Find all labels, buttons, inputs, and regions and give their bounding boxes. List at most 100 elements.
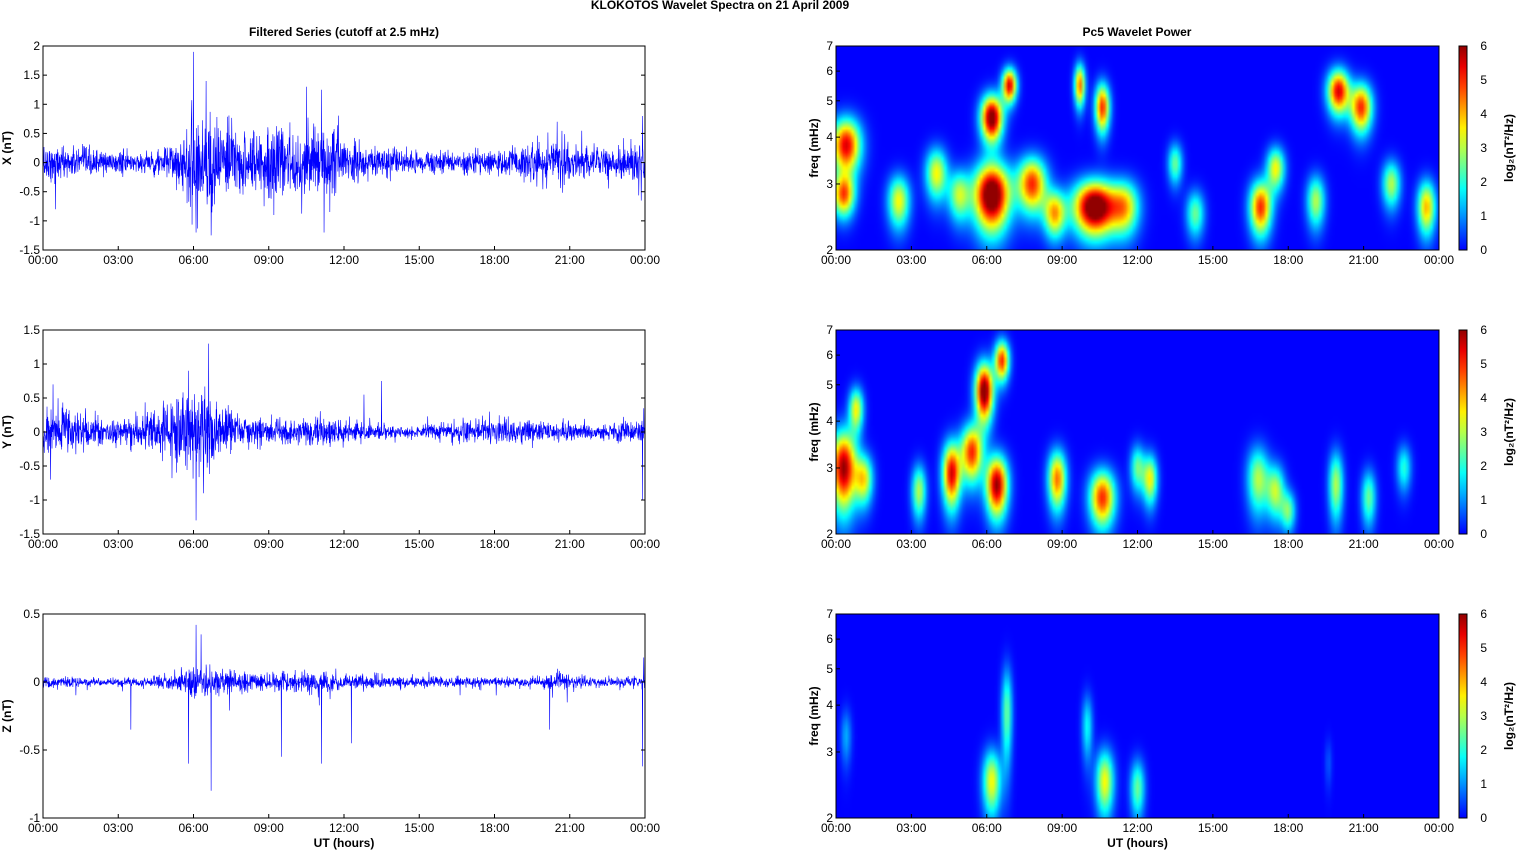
y-tick-label: -1.5 [19, 527, 40, 541]
x-tick-label: 12:00 [329, 537, 359, 551]
x-tick-label: 00:00 [28, 537, 58, 551]
y-tick-label: 5 [826, 662, 833, 676]
x-tick-label: 12:00 [1122, 821, 1152, 835]
x-tick-label: 15:00 [1198, 821, 1228, 835]
x-tick-label: 00:00 [28, 253, 58, 267]
y-axis-label: X (nT) [0, 131, 14, 165]
x-tick-label: 21:00 [555, 537, 585, 551]
colorbar-tick-label: 3 [1480, 709, 1487, 723]
colorbar-tick-label: 4 [1480, 107, 1487, 121]
y-tick-label: 0.5 [23, 126, 40, 140]
y-tick-label: 7 [826, 607, 833, 621]
colorbar-tick-label: 1 [1480, 777, 1487, 791]
line-panel-z: -1 -0.5 0 0.5 Z (nT) 00:00 03:00 06:00 09:00 12:0… [0, 607, 660, 850]
y-tick-label: 0 [33, 425, 40, 439]
colorbar-tick-label: 2 [1480, 459, 1487, 473]
y-tick-label: 3 [826, 461, 833, 475]
colorbar-tick-label: 2 [1480, 175, 1487, 189]
colorbar-tick-label: 4 [1480, 675, 1487, 689]
y-tick-label: 4 [826, 130, 833, 144]
y-tick-label: -0.5 [19, 459, 40, 473]
x-tick-label: 15:00 [404, 821, 434, 835]
colorbar: 0 1 2 3 4 5 6 log₂(nT²/Hz) [1458, 323, 1516, 541]
x-tick-label: 00:00 [821, 537, 851, 551]
x-tick-label: 00:00 [630, 253, 660, 267]
x-tick-label: 09:00 [254, 537, 284, 551]
x-tick-label: 21:00 [1349, 253, 1379, 267]
x-tick-label: 21:00 [1349, 537, 1379, 551]
y-tick-label: -1 [29, 811, 40, 825]
y-tick-label: -1 [29, 493, 40, 507]
y-tick-label: 1 [33, 357, 40, 371]
y-tick-label: 6 [826, 632, 833, 646]
colorbar-tick-label: 6 [1480, 323, 1487, 337]
x-tick-label: 00:00 [630, 537, 660, 551]
colorbar-tick-label: 0 [1480, 811, 1487, 825]
y-axis-label: freq (mHz) [807, 118, 821, 177]
x-tick-label: 00:00 [630, 821, 660, 835]
x-tick-label: 06:00 [178, 821, 208, 835]
x-tick-label: 15:00 [404, 537, 434, 551]
colorbar-label: log₂(nT²/Hz) [1502, 682, 1516, 750]
y-tick-label: -0.5 [19, 743, 40, 757]
x-axis-label: UT (hours) [314, 836, 375, 850]
x-tick-label: 21:00 [555, 821, 585, 835]
y-tick-label: 6 [826, 348, 833, 362]
x-tick-label: 09:00 [1047, 253, 1077, 267]
y-tick-label: 5 [826, 94, 833, 108]
y-tick-label: 0.5 [23, 391, 40, 405]
x-tick-label: 21:00 [555, 253, 585, 267]
x-tick-label: 06:00 [972, 537, 1002, 551]
y-tick-label: 7 [826, 323, 833, 337]
y-tick-label: 0.5 [23, 607, 40, 621]
colorbar-tick-label: 6 [1480, 607, 1487, 621]
y-tick-label: 6 [826, 64, 833, 78]
x-tick-label: 00:00 [1424, 253, 1454, 267]
y-axis-label: freq (mHz) [807, 686, 821, 745]
colorbar-tick-label: 5 [1480, 641, 1487, 655]
x-tick-label: 03:00 [896, 537, 926, 551]
x-tick-label: 12:00 [1122, 537, 1152, 551]
x-tick-label: 06:00 [972, 253, 1002, 267]
colorbar-tick-label: 3 [1480, 425, 1487, 439]
x-tick-label: 18:00 [479, 537, 509, 551]
x-tick-label: 06:00 [178, 253, 208, 267]
colorbar-scale [1458, 45, 1468, 251]
x-tick-label: 00:00 [1424, 821, 1454, 835]
heatmap-panel-x: 2 3 4 5 6 7 freq (mHz) 00:00 03:00 06:00 09:00 12:0… [807, 39, 1516, 267]
x-tick-label: 12:00 [1122, 253, 1152, 267]
y-axis-label: freq (mHz) [807, 402, 821, 461]
x-tick-label: 18:00 [1273, 253, 1303, 267]
x-tick-label: 15:00 [1198, 253, 1228, 267]
series-line [42, 51, 646, 236]
y-axis-label: Y (nT) [0, 415, 14, 449]
y-axis-label: Z (nT) [0, 699, 14, 732]
heatmap-image [836, 614, 1439, 818]
series-line [42, 624, 646, 791]
heatmap-panel-z: 2 3 4 5 6 7 freq (mHz) 00:00 03:00 06:00 09:00 12:0… [807, 607, 1516, 850]
line-panel-y: -1.5 -1 -0.5 0 0.5 1 1.5 Y (nT) 00:00 03:00 06:00 0… [0, 323, 660, 551]
colorbar-scale [1458, 329, 1468, 535]
y-tick-label: 4 [826, 698, 833, 712]
y-tick-label: 2 [826, 243, 833, 257]
x-tick-label: 00:00 [821, 821, 851, 835]
heatmap-panel-y: 2 3 4 5 6 7 freq (mHz) 00:00 03:00 06:00 09:00 12:0… [807, 323, 1516, 551]
y-tick-label: 2 [33, 39, 40, 53]
colorbar-tick-label: 6 [1480, 39, 1487, 53]
y-tick-label: -1 [29, 214, 40, 228]
colorbar: 0 1 2 3 4 5 6 log₂(nT²/Hz) [1458, 607, 1516, 825]
x-tick-label: 06:00 [972, 821, 1002, 835]
x-tick-label: 00:00 [821, 253, 851, 267]
x-tick-label: 18:00 [1273, 821, 1303, 835]
y-tick-label: -0.5 [19, 185, 40, 199]
colorbar-tick-label: 0 [1480, 527, 1487, 541]
colorbar-tick-label: 1 [1480, 209, 1487, 223]
line-panel-x: -1.5 -1 -0.5 0 0.5 1 1.5 2 X (nT) 00:00 03:00 06:00… [0, 39, 660, 267]
y-tick-label: 1 [33, 97, 40, 111]
x-tick-label: 03:00 [103, 821, 133, 835]
colorbar-tick-label: 1 [1480, 493, 1487, 507]
x-tick-label: 21:00 [1349, 821, 1379, 835]
x-tick-label: 15:00 [404, 253, 434, 267]
colorbar-tick-label: 5 [1480, 357, 1487, 371]
